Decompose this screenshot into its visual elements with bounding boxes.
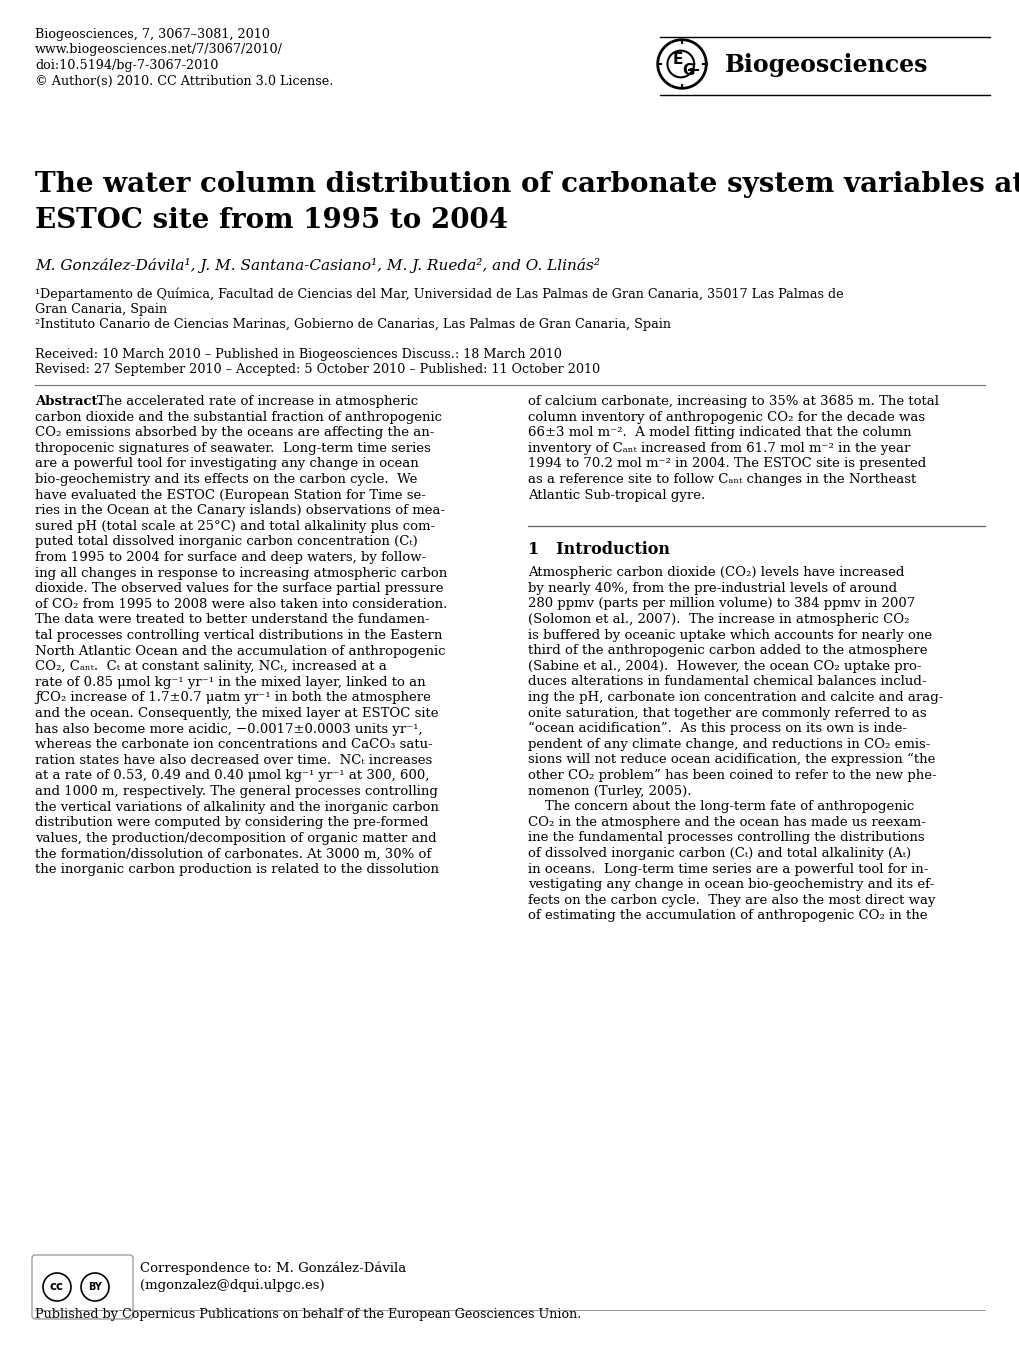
Text: dioxide. The observed values for the surface partial pressure: dioxide. The observed values for the sur… [35,582,443,596]
Text: The accelerated rate of increase in atmospheric: The accelerated rate of increase in atmo… [97,395,418,408]
Text: vestigating any change in ocean bio-geochemistry and its ef-: vestigating any change in ocean bio-geoc… [528,878,933,892]
Text: pendent of any climate change, and reductions in CO₂ emis-: pendent of any climate change, and reduc… [528,738,929,751]
Text: www.biogeosciences.net/7/3067/2010/: www.biogeosciences.net/7/3067/2010/ [35,43,282,56]
Text: Correspondence to: M. González-Dávila: Correspondence to: M. González-Dávila [140,1262,406,1275]
Text: fects on the carbon cycle.  They are also the most direct way: fects on the carbon cycle. They are also… [528,894,934,907]
Text: of CO₂ from 1995 to 2008 were also taken into consideration.: of CO₂ from 1995 to 2008 were also taken… [35,597,447,611]
Text: 66±3 mol m⁻².  A model fitting indicated that the column: 66±3 mol m⁻². A model fitting indicated … [528,426,911,440]
Text: of calcium carbonate, increasing to 35% at 3685 m. The total: of calcium carbonate, increasing to 35% … [528,395,938,408]
Text: Published by Copernicus Publications on behalf of the European Geosciences Union: Published by Copernicus Publications on … [35,1307,581,1321]
FancyBboxPatch shape [32,1255,132,1319]
Text: The data were treated to better understand the fundamen-: The data were treated to better understa… [35,613,429,627]
Text: The water column distribution of carbonate system variables at the: The water column distribution of carbona… [35,171,1019,198]
Text: at a rate of 0.53, 0.49 and 0.40 μmol kg⁻¹ yr⁻¹ at 300, 600,: at a rate of 0.53, 0.49 and 0.40 μmol kg… [35,769,429,783]
Text: ration states have also decreased over time.  NCₜ increases: ration states have also decreased over t… [35,753,432,767]
Text: CO₂, Cₐₙₜ.  Cₜ at constant salinity, NCₜ, increased at a: CO₂, Cₐₙₜ. Cₜ at constant salinity, NCₜ,… [35,660,386,674]
Text: “ocean acidification”.  As this process on its own is inde-: “ocean acidification”. As this process o… [528,722,906,736]
Text: puted total dissolved inorganic carbon concentration (Cₜ): puted total dissolved inorganic carbon c… [35,535,418,549]
Text: Biogeosciences, 7, 3067–3081, 2010: Biogeosciences, 7, 3067–3081, 2010 [35,28,270,40]
Text: 280 ppmv (parts per million volume) to 384 ppmv in 2007: 280 ppmv (parts per million volume) to 3… [528,597,914,611]
Text: ing all changes in response to increasing atmospheric carbon: ing all changes in response to increasin… [35,566,446,580]
Text: of estimating the accumulation of anthropogenic CO₂ in the: of estimating the accumulation of anthro… [528,909,926,923]
Text: and 1000 m, respectively. The general processes controlling: and 1000 m, respectively. The general pr… [35,785,437,798]
Text: inventory of Cₐₙₜ increased from 61.7 mol m⁻² in the year: inventory of Cₐₙₜ increased from 61.7 mo… [528,441,910,455]
Text: E: E [672,52,682,67]
Text: nomenon (Turley, 2005).: nomenon (Turley, 2005). [528,784,691,798]
Text: M. González-Dávila¹, J. M. Santana-Casiano¹, M. J. Rueda², and O. Llinás²: M. González-Dávila¹, J. M. Santana-Casia… [35,258,599,273]
Text: (Solomon et al., 2007).  The increase in atmospheric CO₂: (Solomon et al., 2007). The increase in … [528,613,909,625]
Text: Received: 10 March 2010 – Published in Biogeosciences Discuss.: 18 March 2010: Received: 10 March 2010 – Published in B… [35,348,561,360]
Text: © Author(s) 2010. CC Attribution 3.0 License.: © Author(s) 2010. CC Attribution 3.0 Lic… [35,74,333,87]
Text: ƒCO₂ increase of 1.7±0.7 μatm yr⁻¹ in both the atmosphere: ƒCO₂ increase of 1.7±0.7 μatm yr⁻¹ in bo… [35,691,430,705]
Text: CO₂ in the atmosphere and the ocean has made us reexam-: CO₂ in the atmosphere and the ocean has … [528,816,925,829]
Text: in oceans.  Long-term time series are a powerful tool for in-: in oceans. Long-term time series are a p… [528,862,927,876]
Text: ries in the Ocean at the Canary islands) observations of mea-: ries in the Ocean at the Canary islands)… [35,504,444,518]
Text: ²Instituto Canario de Ciencias Marinas, Gobierno de Canarias, Las Palmas de Gran: ²Instituto Canario de Ciencias Marinas, … [35,317,671,331]
Text: thropocenic signatures of seawater.  Long-term time series: thropocenic signatures of seawater. Long… [35,441,430,455]
Text: distribution were computed by considering the pre-formed: distribution were computed by considerin… [35,816,428,830]
Text: (mgonzalez@dqui.ulpgc.es): (mgonzalez@dqui.ulpgc.es) [140,1279,324,1293]
Text: CO₂ emissions absorbed by the oceans are affecting the an-: CO₂ emissions absorbed by the oceans are… [35,426,434,440]
Text: cc: cc [50,1280,64,1294]
Text: rate of 0.85 μmol kg⁻¹ yr⁻¹ in the mixed layer, linked to an: rate of 0.85 μmol kg⁻¹ yr⁻¹ in the mixed… [35,675,425,689]
Text: (Sabine et al., 2004).  However, the ocean CO₂ uptake pro-: (Sabine et al., 2004). However, the ocea… [528,660,920,672]
Text: BY: BY [88,1282,102,1293]
Text: has also become more acidic, −0.0017±0.0003 units yr⁻¹,: has also become more acidic, −0.0017±0.0… [35,722,422,736]
Text: North Atlantic Ocean and the accumulation of anthropogenic: North Atlantic Ocean and the accumulatio… [35,644,445,658]
Text: Biogeosciences: Biogeosciences [725,52,927,77]
Text: by nearly 40%, from the pre-industrial levels of around: by nearly 40%, from the pre-industrial l… [528,582,897,594]
Text: is buffered by oceanic uptake which accounts for nearly one: is buffered by oceanic uptake which acco… [528,628,931,642]
Text: the vertical variations of alkalinity and the inorganic carbon: the vertical variations of alkalinity an… [35,800,438,814]
Text: The concern about the long-term fate of anthropogenic: The concern about the long-term fate of … [528,800,913,814]
Text: of dissolved inorganic carbon (Cₜ) and total alkalinity (Aₜ): of dissolved inorganic carbon (Cₜ) and t… [528,847,910,859]
Text: other CO₂ problem” has been coined to refer to the new phe-: other CO₂ problem” has been coined to re… [528,769,935,781]
Text: from 1995 to 2004 for surface and deep waters, by follow-: from 1995 to 2004 for surface and deep w… [35,551,426,564]
Text: Atmospheric carbon dioxide (CO₂) levels have increased: Atmospheric carbon dioxide (CO₂) levels … [528,566,904,580]
Text: sured pH (total scale at 25°C) and total alkalinity plus com-: sured pH (total scale at 25°C) and total… [35,519,435,533]
Text: 1994 to 70.2 mol m⁻² in 2004. The ESTOC site is presented: 1994 to 70.2 mol m⁻² in 2004. The ESTOC … [528,457,925,471]
Text: have evaluated the ESTOC (European Station for Time se-: have evaluated the ESTOC (European Stati… [35,488,426,502]
Text: doi:10.5194/bg-7-3067-2010: doi:10.5194/bg-7-3067-2010 [35,59,218,73]
Text: ing the pH, carbonate ion concentration and calcite and arag-: ing the pH, carbonate ion concentration … [528,691,943,703]
Text: 1   Introduction: 1 Introduction [528,541,669,558]
Text: sions will not reduce ocean acidification, the expression “the: sions will not reduce ocean acidificatio… [528,753,934,767]
Text: the inorganic carbon production is related to the dissolution: the inorganic carbon production is relat… [35,863,438,876]
Text: Revised: 27 September 2010 – Accepted: 5 October 2010 – Published: 11 October 20: Revised: 27 September 2010 – Accepted: 5… [35,363,599,377]
Text: ine the fundamental processes controlling the distributions: ine the fundamental processes controllin… [528,831,923,845]
Text: as a reference site to follow Cₐₙₜ changes in the Northeast: as a reference site to follow Cₐₙₜ chang… [528,473,915,486]
Text: column inventory of anthropogenic CO₂ for the decade was: column inventory of anthropogenic CO₂ fo… [528,410,924,424]
Text: whereas the carbonate ion concentrations and CaCO₃ satu-: whereas the carbonate ion concentrations… [35,738,432,752]
Text: third of the anthropogenic carbon added to the atmosphere: third of the anthropogenic carbon added … [528,644,926,658]
Text: the formation/dissolution of carbonates. At 3000 m, 30% of: the formation/dissolution of carbonates.… [35,847,431,861]
Text: Abstract.: Abstract. [35,395,102,408]
Text: tal processes controlling vertical distributions in the Eastern: tal processes controlling vertical distr… [35,629,442,642]
Text: values, the production/decomposition of organic matter and: values, the production/decomposition of … [35,831,436,845]
Text: carbon dioxide and the substantial fraction of anthropogenic: carbon dioxide and the substantial fract… [35,410,441,424]
Text: ¹Departamento de Química, Facultad de Ciencias del Mar, Universidad de Las Palma: ¹Departamento de Química, Facultad de Ci… [35,288,843,301]
Text: G: G [682,63,694,78]
Text: Atlantic Sub-tropical gyre.: Atlantic Sub-tropical gyre. [528,488,704,502]
Text: Gran Canaria, Spain: Gran Canaria, Spain [35,303,167,316]
Text: ESTOC site from 1995 to 2004: ESTOC site from 1995 to 2004 [35,207,507,234]
Text: bio-geochemistry and its effects on the carbon cycle.  We: bio-geochemistry and its effects on the … [35,473,417,486]
Text: are a powerful tool for investigating any change in ocean: are a powerful tool for investigating an… [35,457,419,471]
Text: onite saturation, that together are commonly referred to as: onite saturation, that together are comm… [528,706,925,720]
Text: duces alterations in fundamental chemical balances includ-: duces alterations in fundamental chemica… [528,675,925,689]
Text: and the ocean. Consequently, the mixed layer at ESTOC site: and the ocean. Consequently, the mixed l… [35,707,438,720]
